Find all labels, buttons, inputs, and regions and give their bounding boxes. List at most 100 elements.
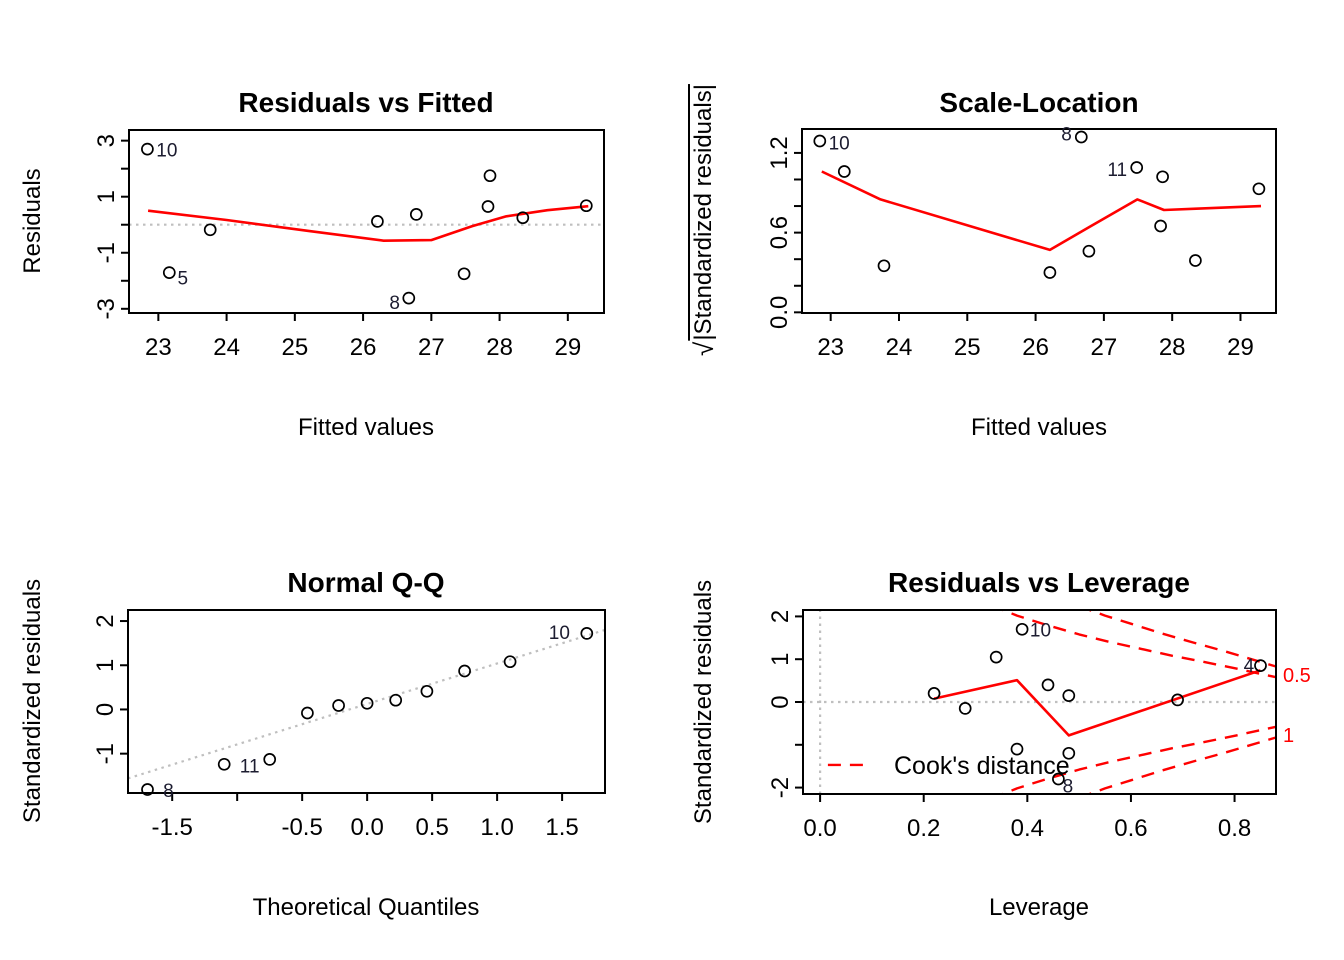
sqrt-symbol: √ (689, 341, 719, 356)
panel-3-xaxis-label: Theoretical Quantiles (252, 894, 480, 921)
data-point (1062, 746, 1076, 760)
x-tick-label: 25 (281, 334, 308, 361)
data-point (503, 655, 517, 669)
data-point (409, 208, 423, 221)
data-point (1062, 689, 1076, 702)
x-tick-label: 0.2 (907, 815, 940, 842)
data-point (371, 215, 384, 228)
data-point (217, 757, 231, 771)
y-tick-label: -3 (93, 298, 120, 319)
x-tick-label: 0.5 (415, 814, 448, 841)
lowess-smooth (147, 204, 589, 242)
panel-3-yaxis-label: Standardized residuals (19, 578, 46, 824)
cooks-contour-1-lower (1083, 736, 1277, 795)
data-point (1043, 266, 1057, 279)
data-point (958, 702, 972, 715)
cooks-contour-label-05: 0.5 (1283, 665, 1311, 687)
data-point (141, 783, 154, 796)
data-point (360, 696, 374, 710)
x-tick-label: 28 (1159, 334, 1186, 361)
panel-3-plot-area: -1.5 -0.5 0.0 0.5 1.0 1.5 -1 0 1 2 8 11 10 (92, 609, 606, 841)
x-tick-label: 0.0 (350, 814, 383, 841)
data-point (1010, 742, 1024, 756)
point-id-label: 8 (1063, 776, 1074, 797)
x-tick-label: 25 (954, 334, 981, 361)
panel-3-box (127, 609, 606, 794)
point-id-label: 4 (1244, 656, 1255, 677)
point-id-label: 8 (1061, 124, 1072, 145)
x-tick-label: 27 (418, 334, 445, 361)
data-point (1171, 693, 1184, 707)
panel-2-plot-area: 23 24 25 26 27 28 29 0.0 0.6 1.2 10 8 11 (766, 124, 1277, 361)
x-tick-label: 1.0 (480, 814, 513, 841)
point-id-label: 8 (163, 781, 174, 802)
point-id-label: 10 (156, 141, 177, 162)
data-point (1015, 622, 1029, 636)
y-tick-label: 2 (767, 610, 794, 623)
x-tick-label: 24 (213, 334, 240, 361)
y-tick-label: 0.0 (766, 296, 793, 329)
data-point (162, 266, 176, 279)
lowess-smooth (933, 669, 1261, 737)
x-tick-label: 26 (350, 334, 377, 361)
y-tick-label: 2 (92, 614, 119, 627)
y-tick-label: 1.2 (766, 136, 793, 169)
data-point (457, 267, 471, 281)
data-point (301, 706, 314, 720)
x-tick-label: 29 (1227, 334, 1254, 361)
cooks-contour-0.5-upper (997, 609, 1277, 679)
y-tick-label: -1 (93, 242, 120, 263)
data-point (141, 142, 154, 156)
panel-1-yaxis-label: Residuals (19, 168, 46, 274)
x-tick-label: -0.5 (281, 814, 322, 841)
panel-2-title: Scale-Location (939, 87, 1139, 118)
point-id-label: 11 (1107, 160, 1127, 181)
data-point (458, 664, 471, 678)
point-id-label: 5 (178, 269, 189, 290)
data-point (580, 627, 594, 640)
x-tick-label: 28 (486, 334, 513, 361)
y-tick-label: 0 (767, 695, 794, 708)
y-tick-label: 0 (92, 703, 119, 716)
panel-2-xaxis-label: Fitted values (970, 414, 1108, 441)
data-point (989, 650, 1003, 664)
data-point (1156, 170, 1169, 184)
x-tick-label: 0.8 (1218, 815, 1251, 842)
data-point (1074, 130, 1088, 144)
x-tick-label: 0.6 (1114, 815, 1147, 842)
x-tick-label: 26 (1022, 334, 1049, 361)
x-tick-label: 0.4 (1011, 815, 1044, 842)
data-point (402, 291, 416, 305)
x-tick-label: -1.5 (152, 814, 193, 841)
cooks-distance-legend-label: Cook's distance (894, 752, 1070, 780)
data-point (1052, 772, 1065, 786)
panel-3-title: Normal Q-Q (287, 567, 445, 598)
panel-1-box (128, 129, 605, 314)
point-id-label: 10 (1030, 621, 1051, 642)
x-tick-label: 29 (554, 334, 581, 361)
point-id-label: 10 (549, 623, 570, 644)
data-point (1082, 244, 1096, 258)
cooks-contour-0.5-lower (997, 725, 1277, 795)
y-tick-label: 3 (93, 134, 120, 147)
data-point (389, 693, 403, 707)
panel-2-box (801, 128, 1277, 314)
panel-3-lines (127, 628, 606, 780)
data-point (1254, 659, 1267, 672)
point-id-label: 8 (389, 293, 400, 314)
y-tick-label: 0.6 (766, 216, 793, 249)
data-point (1130, 161, 1144, 174)
data-point (1189, 254, 1202, 267)
data-point (263, 753, 277, 766)
panel-4-yaxis-label: Standardized residuals (690, 579, 717, 825)
y-tick-label: -2 (767, 777, 794, 798)
data-point (203, 223, 217, 237)
data-point (420, 684, 434, 698)
data-point (483, 169, 497, 183)
panel-2-yaxis-label: √ |Standardized residuals| (688, 0, 720, 470)
data-point (481, 200, 495, 213)
y-tick-label: -1 (92, 743, 119, 764)
